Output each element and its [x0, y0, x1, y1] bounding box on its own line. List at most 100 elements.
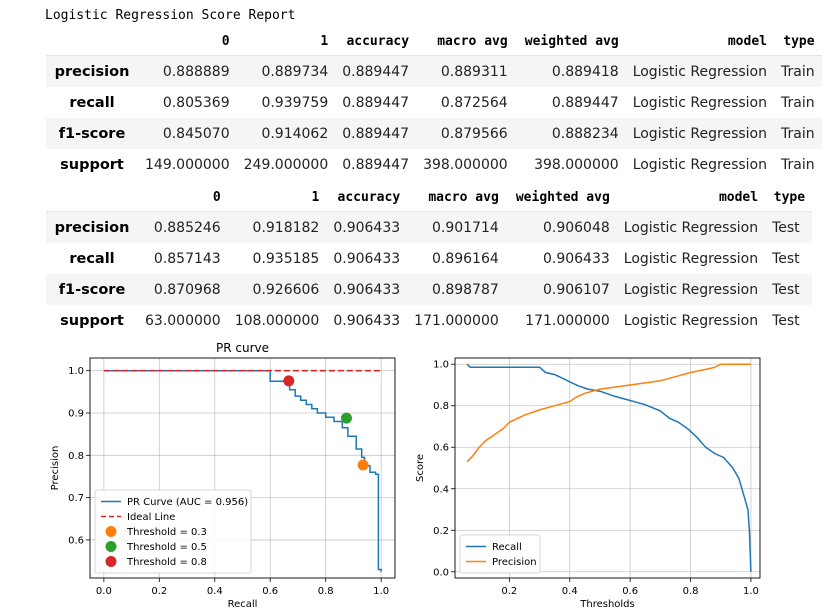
row-label: f1-score: [58, 281, 126, 298]
column-header: macro avg: [416, 27, 515, 56]
x-tick-label: 0.8: [318, 586, 334, 597]
table-cell: Train: [780, 156, 815, 173]
row-label: precision: [54, 63, 130, 80]
table-cell: 0.889447: [342, 94, 410, 111]
table-cell: 398.000000: [423, 156, 508, 173]
row-label: recall: [69, 94, 115, 111]
table-cell: 0.870968: [153, 281, 221, 298]
table-cell: 0.935185: [252, 250, 320, 267]
y-axis-label: Precision: [50, 446, 61, 491]
y-tick-label: 0.6: [68, 535, 84, 546]
table-cell: 0.901714: [431, 219, 499, 236]
table-cell: 108.000000: [234, 312, 320, 329]
table-cell: 0.889418: [551, 63, 619, 80]
table-row: recall 0.857143 0.935185 0.906433 0.8961…: [46, 243, 812, 274]
x-tick-label: 0.4: [207, 586, 223, 597]
threshold-point: [340, 412, 352, 424]
table-cell: 0.889734: [261, 63, 329, 80]
column-header: 1: [236, 27, 336, 56]
threshold-point: [283, 375, 295, 387]
table-cell: 0.906433: [333, 312, 401, 329]
table-row: recall 0.805369 0.939759 0.889447 0.8725…: [46, 87, 822, 118]
threshold-point: [357, 459, 369, 471]
table-cell: 0.906048: [542, 219, 610, 236]
x-tick-label: 0.2: [151, 586, 167, 597]
table-cell: 0.906107: [542, 281, 610, 298]
row-label: recall: [69, 250, 115, 267]
y-axis-label: Score: [415, 454, 426, 482]
table-cell: 63.000000: [145, 312, 221, 329]
pr-curve-chart: 0.0 0.2 0.4 0.6 0.8 1.0 0.6 0.7 0.8 0.9 1.0 PR curv…: [50, 341, 396, 610]
table-cell: 0.896164: [431, 250, 499, 267]
table-cell: 0.926606: [252, 281, 320, 298]
x-tick-label: 0.6: [622, 586, 638, 597]
table-cell: Logistic Regression: [632, 94, 767, 111]
table-row: support 63.000000 108.000000 0.906433 17…: [46, 305, 812, 336]
plot-frame: [454, 357, 761, 579]
table-cell: 0.845070: [162, 125, 230, 142]
table-cell: Train: [780, 125, 815, 142]
column-header: [46, 27, 138, 56]
x-tick-label: 0.6: [262, 586, 278, 597]
column-header: weighted avg: [514, 27, 626, 56]
table-cell: 0.906433: [333, 281, 401, 298]
legend-marker: [105, 556, 117, 567]
y-tick-label: 0.4: [433, 484, 449, 495]
table-header: 0 1 accuracy macro avg weighted avg mode…: [46, 27, 822, 56]
x-tick-label: 0.0: [96, 586, 112, 597]
legend-label: Precision: [492, 557, 537, 568]
table-cell: 0.898787: [431, 281, 499, 298]
column-header: macro avg: [407, 183, 506, 212]
x-axis-label: Thresholds: [579, 599, 635, 610]
table-cell: 0.914062: [261, 125, 329, 142]
table-cell: Train: [780, 63, 815, 80]
y-tick-label: 0.8: [433, 401, 449, 412]
table-cell: 0.918182: [252, 219, 320, 236]
legend-label: Recall: [492, 542, 522, 553]
x-tick-label: 1.0: [373, 586, 389, 597]
plot-frame: [89, 357, 396, 579]
y-tick-label: 0.9: [68, 409, 84, 420]
x-tick-label: 1.0: [743, 586, 759, 597]
table-cell: 0.889311: [440, 63, 508, 80]
table-cell: 0.889447: [342, 156, 410, 173]
x-axis-label: Recall: [228, 599, 258, 610]
column-header: 0: [138, 183, 228, 212]
report-title: Logistic Regression Score Report: [45, 8, 296, 23]
table-row: support 149.000000 249.000000 0.889447 3…: [46, 149, 822, 180]
table-cell: 0.906433: [333, 250, 401, 267]
column-header: model: [625, 27, 774, 56]
table-cell: Logistic Regression: [632, 156, 767, 173]
column-header: accuracy: [326, 183, 408, 212]
table-cell: 171.000000: [414, 312, 499, 329]
column-header: type: [773, 27, 822, 56]
y-tick-label: 1.0: [68, 366, 84, 377]
table-cell: 0.939759: [261, 94, 329, 111]
column-header: accuracy: [335, 27, 417, 56]
legend-label: Threshold = 0.8: [126, 557, 207, 568]
table-cell: Logistic Regression: [632, 63, 767, 80]
table-cell: 149.000000: [145, 156, 230, 173]
y-tick-label: 0.2: [433, 526, 449, 537]
table-cell: 0.857143: [153, 250, 221, 267]
table-cell: Test: [772, 312, 800, 329]
x-tick-label: 0.8: [683, 586, 699, 597]
legend-label: Threshold = 0.3: [126, 527, 207, 538]
table-cell: 171.000000: [525, 312, 610, 329]
table-cell: 0.906433: [542, 250, 610, 267]
legend: Recall Precision: [459, 534, 541, 574]
column-header: weighted avg: [505, 183, 617, 212]
table-cell: Test: [772, 219, 800, 236]
column-header: 0: [138, 27, 237, 56]
y-tick-label: 0.0: [433, 567, 449, 578]
table-cell: 0.889447: [342, 125, 410, 142]
table-cell: 0.872564: [440, 94, 508, 111]
table-cell: Logistic Regression: [623, 219, 759, 236]
legend-marker: [105, 526, 117, 537]
legend-label: PR Curve (AUC = 0.956): [127, 497, 248, 508]
table-cell: Train: [780, 94, 815, 111]
row-label: f1-score: [58, 125, 126, 142]
column-header: [46, 183, 138, 212]
threshold-chart-chart: 0.2 0.4 0.6 0.8 1.0 0.0 0.2 0.4 0.6 0.8 1.0 Thresho…: [415, 357, 761, 610]
